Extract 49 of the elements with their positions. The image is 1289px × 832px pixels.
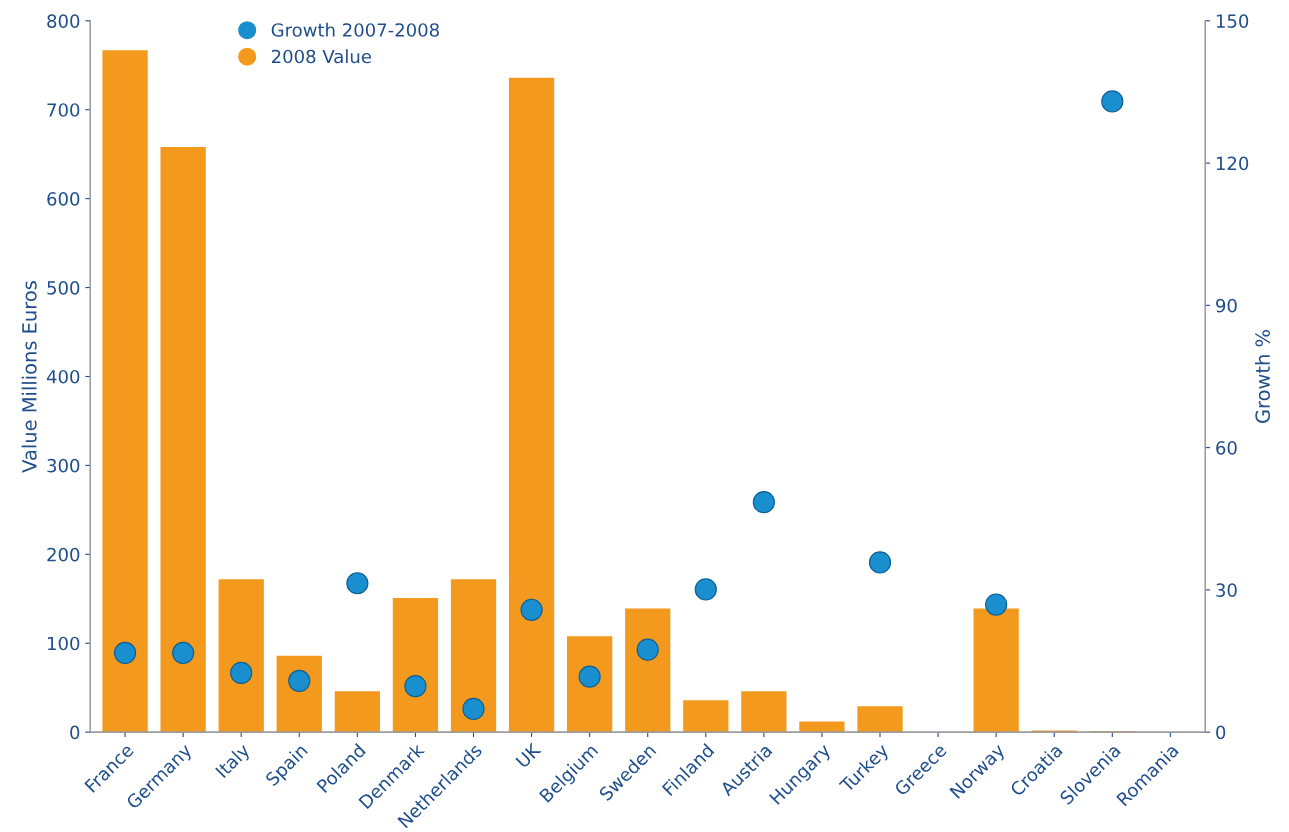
point	[985, 593, 1008, 616]
bar	[218, 579, 264, 733]
point	[346, 572, 369, 595]
point	[636, 638, 659, 661]
point	[1101, 90, 1124, 113]
y-tick-label: 300	[47, 458, 80, 473]
point	[288, 669, 311, 693]
y2-tick-label: 0	[1216, 725, 1226, 740]
point	[694, 578, 717, 601]
y-tick-label: 800	[47, 14, 80, 28]
y2-tick-label: 30	[1216, 583, 1237, 597]
bar	[741, 691, 787, 733]
point	[404, 675, 427, 698]
x-tick-label: UK	[515, 742, 542, 769]
bar	[973, 608, 1019, 733]
point	[578, 665, 601, 688]
y-tick-label: 0	[70, 725, 80, 740]
y-tick-label: 500	[47, 281, 80, 295]
point	[113, 641, 137, 665]
legend-label: 2008 Value	[271, 49, 371, 64]
bar	[450, 579, 497, 733]
y-tick-label: 400	[46, 369, 80, 384]
bar	[334, 691, 381, 733]
y-tick-label: 700	[47, 103, 80, 117]
bar	[683, 700, 729, 733]
point	[172, 641, 195, 665]
bar	[508, 77, 555, 733]
bar	[160, 147, 206, 733]
point	[752, 491, 775, 514]
bar	[857, 706, 903, 733]
bar	[625, 608, 671, 733]
y-axis-title: Value Millions Euros	[21, 281, 37, 473]
point	[868, 551, 892, 574]
y2-tick-label: 90	[1216, 298, 1237, 313]
y-tick-label: 200	[47, 547, 80, 562]
bar	[567, 636, 613, 733]
point	[230, 661, 253, 684]
y-tick-label: 600	[47, 192, 80, 206]
y2-tick-label: 60	[1216, 441, 1237, 455]
bar	[392, 597, 439, 733]
point	[462, 697, 485, 721]
bar	[102, 50, 148, 733]
bar	[799, 721, 845, 733]
y-tick-label: 100	[48, 636, 80, 651]
y2-axis-title: Growth %	[1254, 330, 1271, 423]
y2-tick-label: 120	[1216, 156, 1249, 171]
legend-label: Growth 2007-2008	[271, 22, 439, 37]
point	[520, 598, 543, 621]
y2-tick-label: 150	[1216, 14, 1249, 28]
